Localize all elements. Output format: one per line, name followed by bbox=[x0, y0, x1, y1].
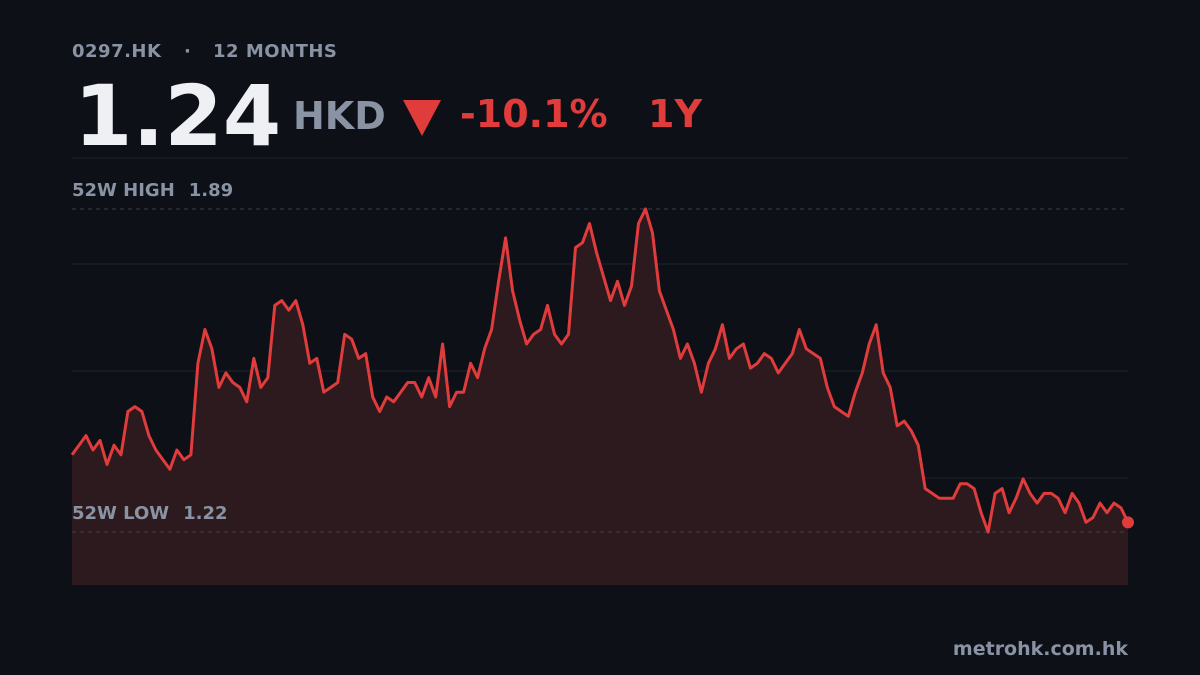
low-label: 52W LOW bbox=[72, 503, 169, 524]
plot: 52W HIGH 1.89 52W LOW 1.22 bbox=[70, 180, 1134, 585]
period: 12 MONTHS bbox=[213, 41, 337, 62]
area bbox=[72, 209, 1128, 585]
price-line bbox=[70, 207, 1130, 534]
down-arrow bbox=[403, 100, 441, 136]
change: -10.1% bbox=[460, 92, 608, 136]
high-label: 52W HIGH bbox=[72, 180, 175, 201]
last-point bbox=[1122, 516, 1134, 529]
range: 1Y bbox=[648, 92, 702, 136]
high-value: 1.89 bbox=[189, 180, 233, 201]
ticker: 0297.HK bbox=[72, 41, 162, 62]
separator: · bbox=[184, 41, 191, 62]
currency: HKD bbox=[293, 94, 386, 138]
price: 1.24 bbox=[74, 67, 281, 165]
source: metrohk.com.hk bbox=[953, 638, 1128, 660]
low-value: 1.22 bbox=[183, 503, 227, 524]
